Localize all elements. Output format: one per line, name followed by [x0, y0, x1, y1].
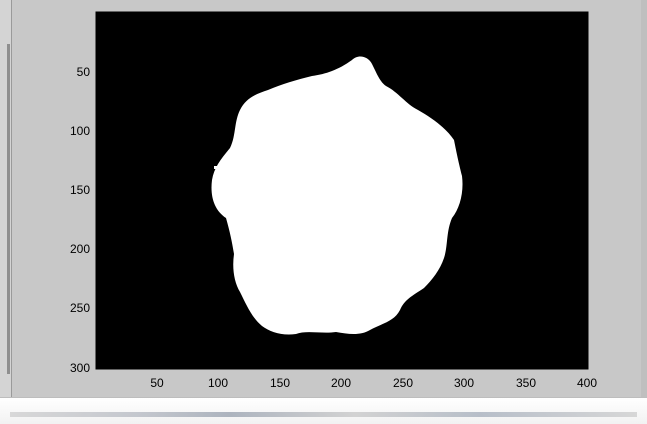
x-tick-label: 300 [454, 376, 474, 390]
y-tick-label: 50 [77, 65, 91, 79]
x-tick-label: 200 [331, 376, 351, 390]
x-tick-label: 150 [270, 376, 290, 390]
x-tick-label: 350 [516, 376, 536, 390]
y-tick-label: 300 [70, 361, 90, 375]
y-tick-label: 100 [70, 124, 90, 138]
y-tick-label: 200 [70, 242, 90, 256]
window-left-edge [0, 0, 12, 423]
x-tick-label: 100 [208, 376, 228, 390]
x-tick-label: 400 [577, 376, 597, 390]
y-tick-label: 250 [70, 301, 90, 315]
mask-speck [214, 166, 218, 169]
axes: 50 100 150 200 250 300 50 100 150 200 25… [70, 11, 597, 390]
taskbar-strip [0, 397, 647, 424]
segmentation-mask [211, 56, 463, 335]
x-tick-label: 50 [150, 376, 164, 390]
x-tick-label: 250 [393, 376, 413, 390]
y-tick-label: 150 [70, 183, 90, 197]
